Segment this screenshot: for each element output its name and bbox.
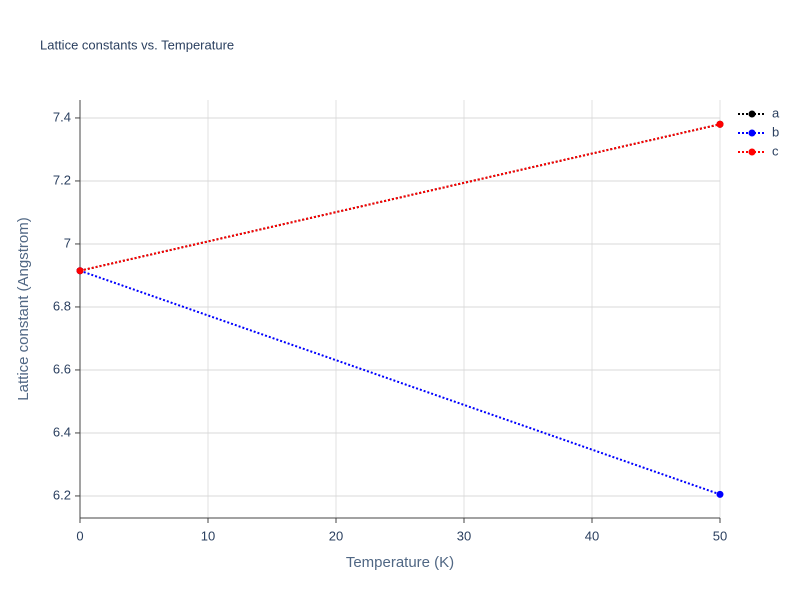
y-tick-label: 7.2: [53, 172, 71, 187]
legend-label: c: [772, 143, 779, 158]
legend-marker: [748, 110, 756, 118]
point: [76, 267, 84, 275]
line-series: [79, 269, 721, 496]
y-tick-label: 7: [64, 235, 71, 250]
legend-marker: [748, 148, 756, 156]
x-axis-title: Temperature (K): [346, 554, 454, 571]
point: [716, 120, 724, 128]
x-tick-label: 0: [76, 528, 83, 543]
y-tick-label: 6.4: [53, 424, 71, 439]
x-tick-label: 30: [457, 528, 471, 543]
legend-marker: [748, 129, 756, 137]
y-axis-title: Lattice constant (Angstrom): [15, 217, 32, 400]
x-tick-label: 10: [201, 528, 215, 543]
x-tick-label: 50: [713, 528, 727, 543]
x-tick-label: 20: [329, 528, 343, 543]
x-tick-label: 40: [585, 528, 599, 543]
chart-title: Lattice constants vs. Temperature: [40, 37, 234, 52]
legend-label: b: [772, 124, 779, 139]
line-series: [79, 123, 721, 272]
legend-label: a: [772, 105, 780, 120]
y-tick-label: 7.4: [53, 109, 71, 124]
y-tick-label: 6.2: [53, 487, 71, 502]
y-tick-label: 6.8: [53, 298, 71, 313]
y-tick-label: 6.6: [53, 361, 71, 376]
point: [716, 490, 724, 498]
